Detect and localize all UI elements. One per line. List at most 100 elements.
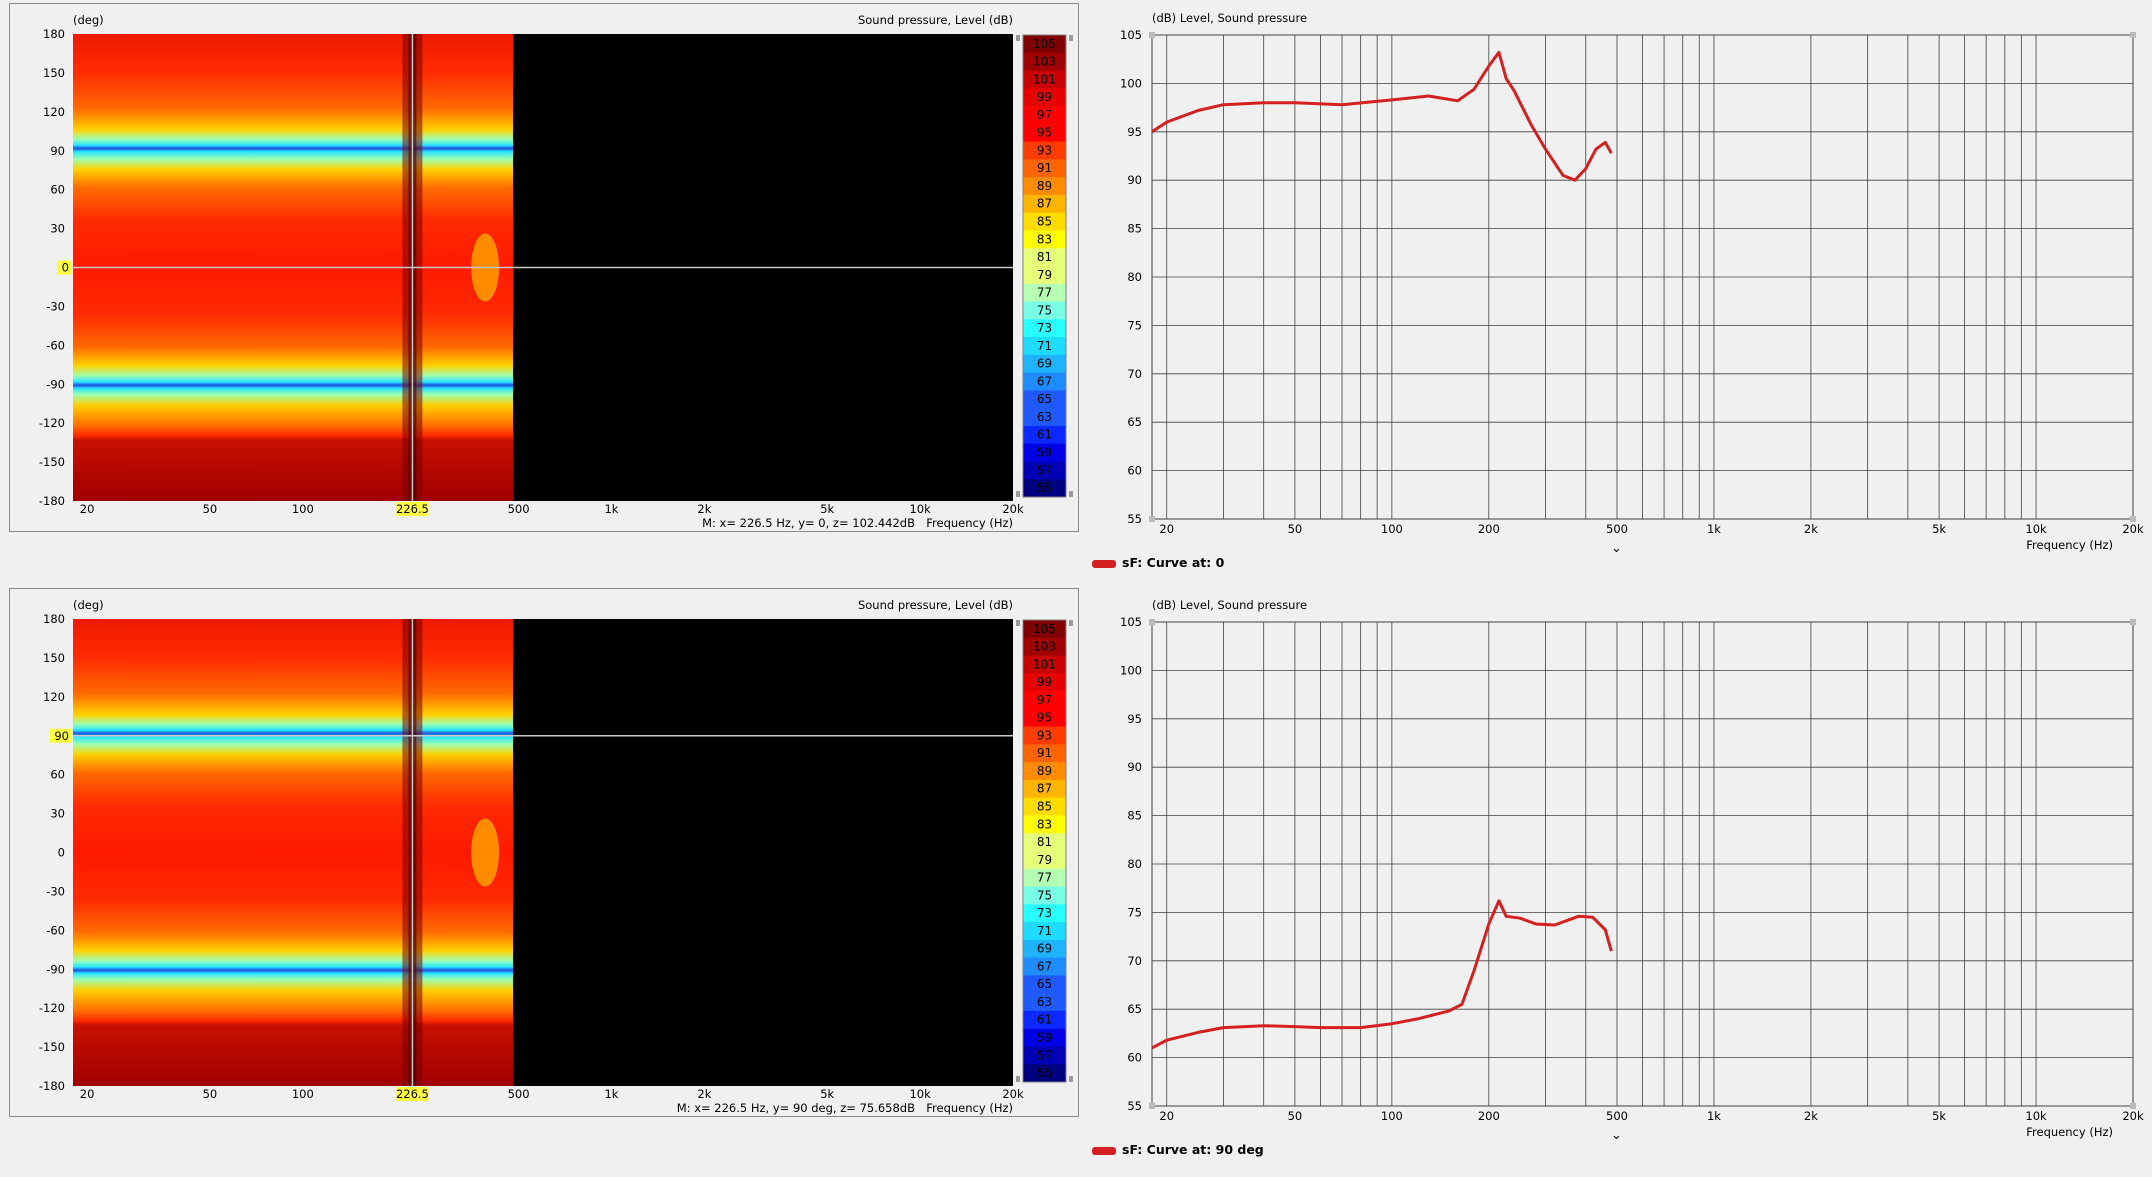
- colorbar-cell: [1023, 106, 1066, 125]
- x-tick-label: 100: [292, 1087, 314, 1101]
- colorbar-handle: [1069, 35, 1073, 41]
- x-tick-label: 100: [1381, 522, 1403, 536]
- colorbar-cell: [1023, 479, 1066, 498]
- colorbar-label: 55: [1037, 481, 1052, 495]
- y-axis-label: (dB) Level, Sound pressure: [1152, 11, 1307, 25]
- colorbar-cell: [1023, 797, 1066, 816]
- x-tick-label: 100: [292, 502, 314, 516]
- legend-label: sF: Curve at: 90 deg: [1122, 1142, 1264, 1157]
- y-tick-label: 60: [50, 183, 65, 197]
- colorbar-handle: [1069, 491, 1073, 497]
- colorbar-label: 81: [1037, 250, 1052, 264]
- y-axis-label: (deg): [73, 598, 104, 612]
- directivity-map-top[interactable]: 1801501209060300-30-60-90-120-150-180020…: [9, 3, 1079, 532]
- spl-chart-svg: 105 100 95 90 85 80 75 70 65 60 55 20 50 100 200 500 1k 2…: [1120, 598, 2144, 1139]
- legend-curve-0[interactable]: sF: Curve at: 0: [1092, 555, 1224, 570]
- spl-chart-bottom[interactable]: 105 100 95 90 85 80 75 70 65 60 55 20 50 100 200 500 1k 2…: [1088, 590, 2150, 1157]
- y-tick-label: 180: [43, 612, 65, 626]
- colorbar-label: 105: [1033, 37, 1056, 51]
- x-tick-label: 1k: [1707, 1109, 1721, 1123]
- directivity-map-bottom[interactable]: 1801501209060300-30-60-90-120-150-180902…: [9, 588, 1079, 1117]
- x-tick-label: 20k: [2122, 522, 2144, 536]
- y-tick-label: 150: [43, 651, 65, 665]
- colorbar-cell: [1023, 266, 1066, 285]
- legend-swatch: [1092, 559, 1116, 568]
- colorbar-cell: [1023, 354, 1066, 374]
- colorbar-cell: [1023, 88, 1066, 107]
- y-tick-label: -150: [39, 455, 65, 469]
- x-tick-label: 20k: [2122, 1109, 2144, 1123]
- colorbar-cell: [1023, 779, 1066, 799]
- y-tick-label: 90: [1127, 760, 1142, 774]
- colorbar-frame: [1022, 619, 1067, 1083]
- y-tick-label: 75: [1127, 905, 1142, 919]
- y-tick-label: 90: [1127, 173, 1142, 187]
- colorbar-label: 69: [1037, 357, 1052, 371]
- colorbar-cell: [1023, 655, 1066, 674]
- marker-x-label: 226.5: [396, 1087, 429, 1101]
- resize-handle: [1149, 619, 1155, 625]
- legend-curve-90[interactable]: sF: Curve at: 90 deg: [1092, 1142, 1264, 1157]
- colorbar-cell: [1023, 851, 1066, 870]
- colorbar-cell: [1023, 123, 1066, 143]
- y-tick-label: -150: [39, 1040, 65, 1054]
- colorbar-label: 57: [1037, 1048, 1052, 1062]
- x-tick-label: 50: [203, 502, 218, 516]
- x-tick-label: 50: [203, 1087, 218, 1101]
- colorbar-label: 85: [1037, 799, 1052, 813]
- colorbar-label: 97: [1037, 108, 1052, 122]
- colorbar-label: 89: [1037, 764, 1052, 778]
- colorbar-label: 61: [1037, 428, 1052, 442]
- resize-handle: [2130, 32, 2136, 38]
- y-tick-label: 180: [43, 27, 65, 41]
- colorbar-cell: [1023, 726, 1066, 745]
- colorbar-cell: [1023, 708, 1066, 728]
- y-tick-label: -30: [46, 884, 65, 898]
- y-tick-label: 100: [1120, 76, 1142, 90]
- y-tick-label: 105: [1120, 615, 1142, 629]
- colorbar-label: 103: [1033, 640, 1056, 654]
- y-tick-label: -30: [46, 299, 65, 313]
- colorbar-cell: [1023, 1028, 1066, 1047]
- colorbar-cell: [1023, 212, 1066, 231]
- colorbar-label: 85: [1037, 214, 1052, 228]
- y-tick-label: -60: [46, 338, 65, 352]
- colorbar-cell: [1023, 319, 1066, 338]
- x-tick-label: 5k: [820, 1087, 834, 1101]
- colorbar-cell: [1023, 833, 1066, 852]
- x-tick-label: 10k: [2025, 522, 2047, 536]
- spl-chart-top[interactable]: 105 100 95 90 85 80 75 70 65 60 55 20 50 100 200 500 1k 2…: [1088, 3, 2150, 570]
- y-tick-label: 55: [1127, 1099, 1142, 1113]
- x-tick-label: 10k: [909, 1087, 931, 1101]
- y-tick-label: 120: [43, 105, 65, 119]
- spl-chart-svg: 105 100 95 90 85 80 75 70 65 60 55 20 50 100 200 500 1k 2…: [1120, 11, 2144, 552]
- y-tick-label: -90: [46, 962, 65, 976]
- x-tick-label: 5k: [1932, 1109, 1946, 1123]
- colorbar-cell: [1023, 52, 1066, 72]
- y-tick-label: 80: [1127, 270, 1142, 284]
- x-tick-label: 20: [80, 502, 95, 516]
- colorbar-label: 87: [1037, 197, 1052, 211]
- colorbar-handle: [1016, 620, 1020, 626]
- colorbar-cell: [1023, 904, 1066, 923]
- marker-x-badge: [396, 1087, 429, 1101]
- colorbar-cell: [1023, 993, 1066, 1012]
- colorbar-cell: [1023, 637, 1066, 657]
- colorbar-label: 101: [1033, 72, 1056, 86]
- colorbar-label: 89: [1037, 179, 1052, 193]
- colorbar-cell: [1023, 283, 1066, 303]
- colorbar-label: 61: [1037, 1013, 1052, 1027]
- legend-label: sF: Curve at: 0: [1122, 555, 1225, 570]
- y-axis-label: (deg): [73, 13, 104, 27]
- colorbar-label: 93: [1037, 143, 1052, 157]
- y-tick-label: -180: [39, 1079, 65, 1093]
- y-tick-label: 105: [1120, 28, 1142, 42]
- colorbar-handle: [1016, 491, 1020, 497]
- colorbar-label: 67: [1037, 374, 1052, 388]
- resize-handle: [1149, 516, 1155, 522]
- colorbar-label: 77: [1037, 286, 1052, 300]
- chevron-down-icon[interactable]: ⌄: [1611, 541, 1622, 556]
- marker-x-badge: [396, 502, 429, 516]
- chevron-down-icon[interactable]: ⌄: [1611, 1128, 1622, 1143]
- colorbar-cell: [1023, 372, 1066, 391]
